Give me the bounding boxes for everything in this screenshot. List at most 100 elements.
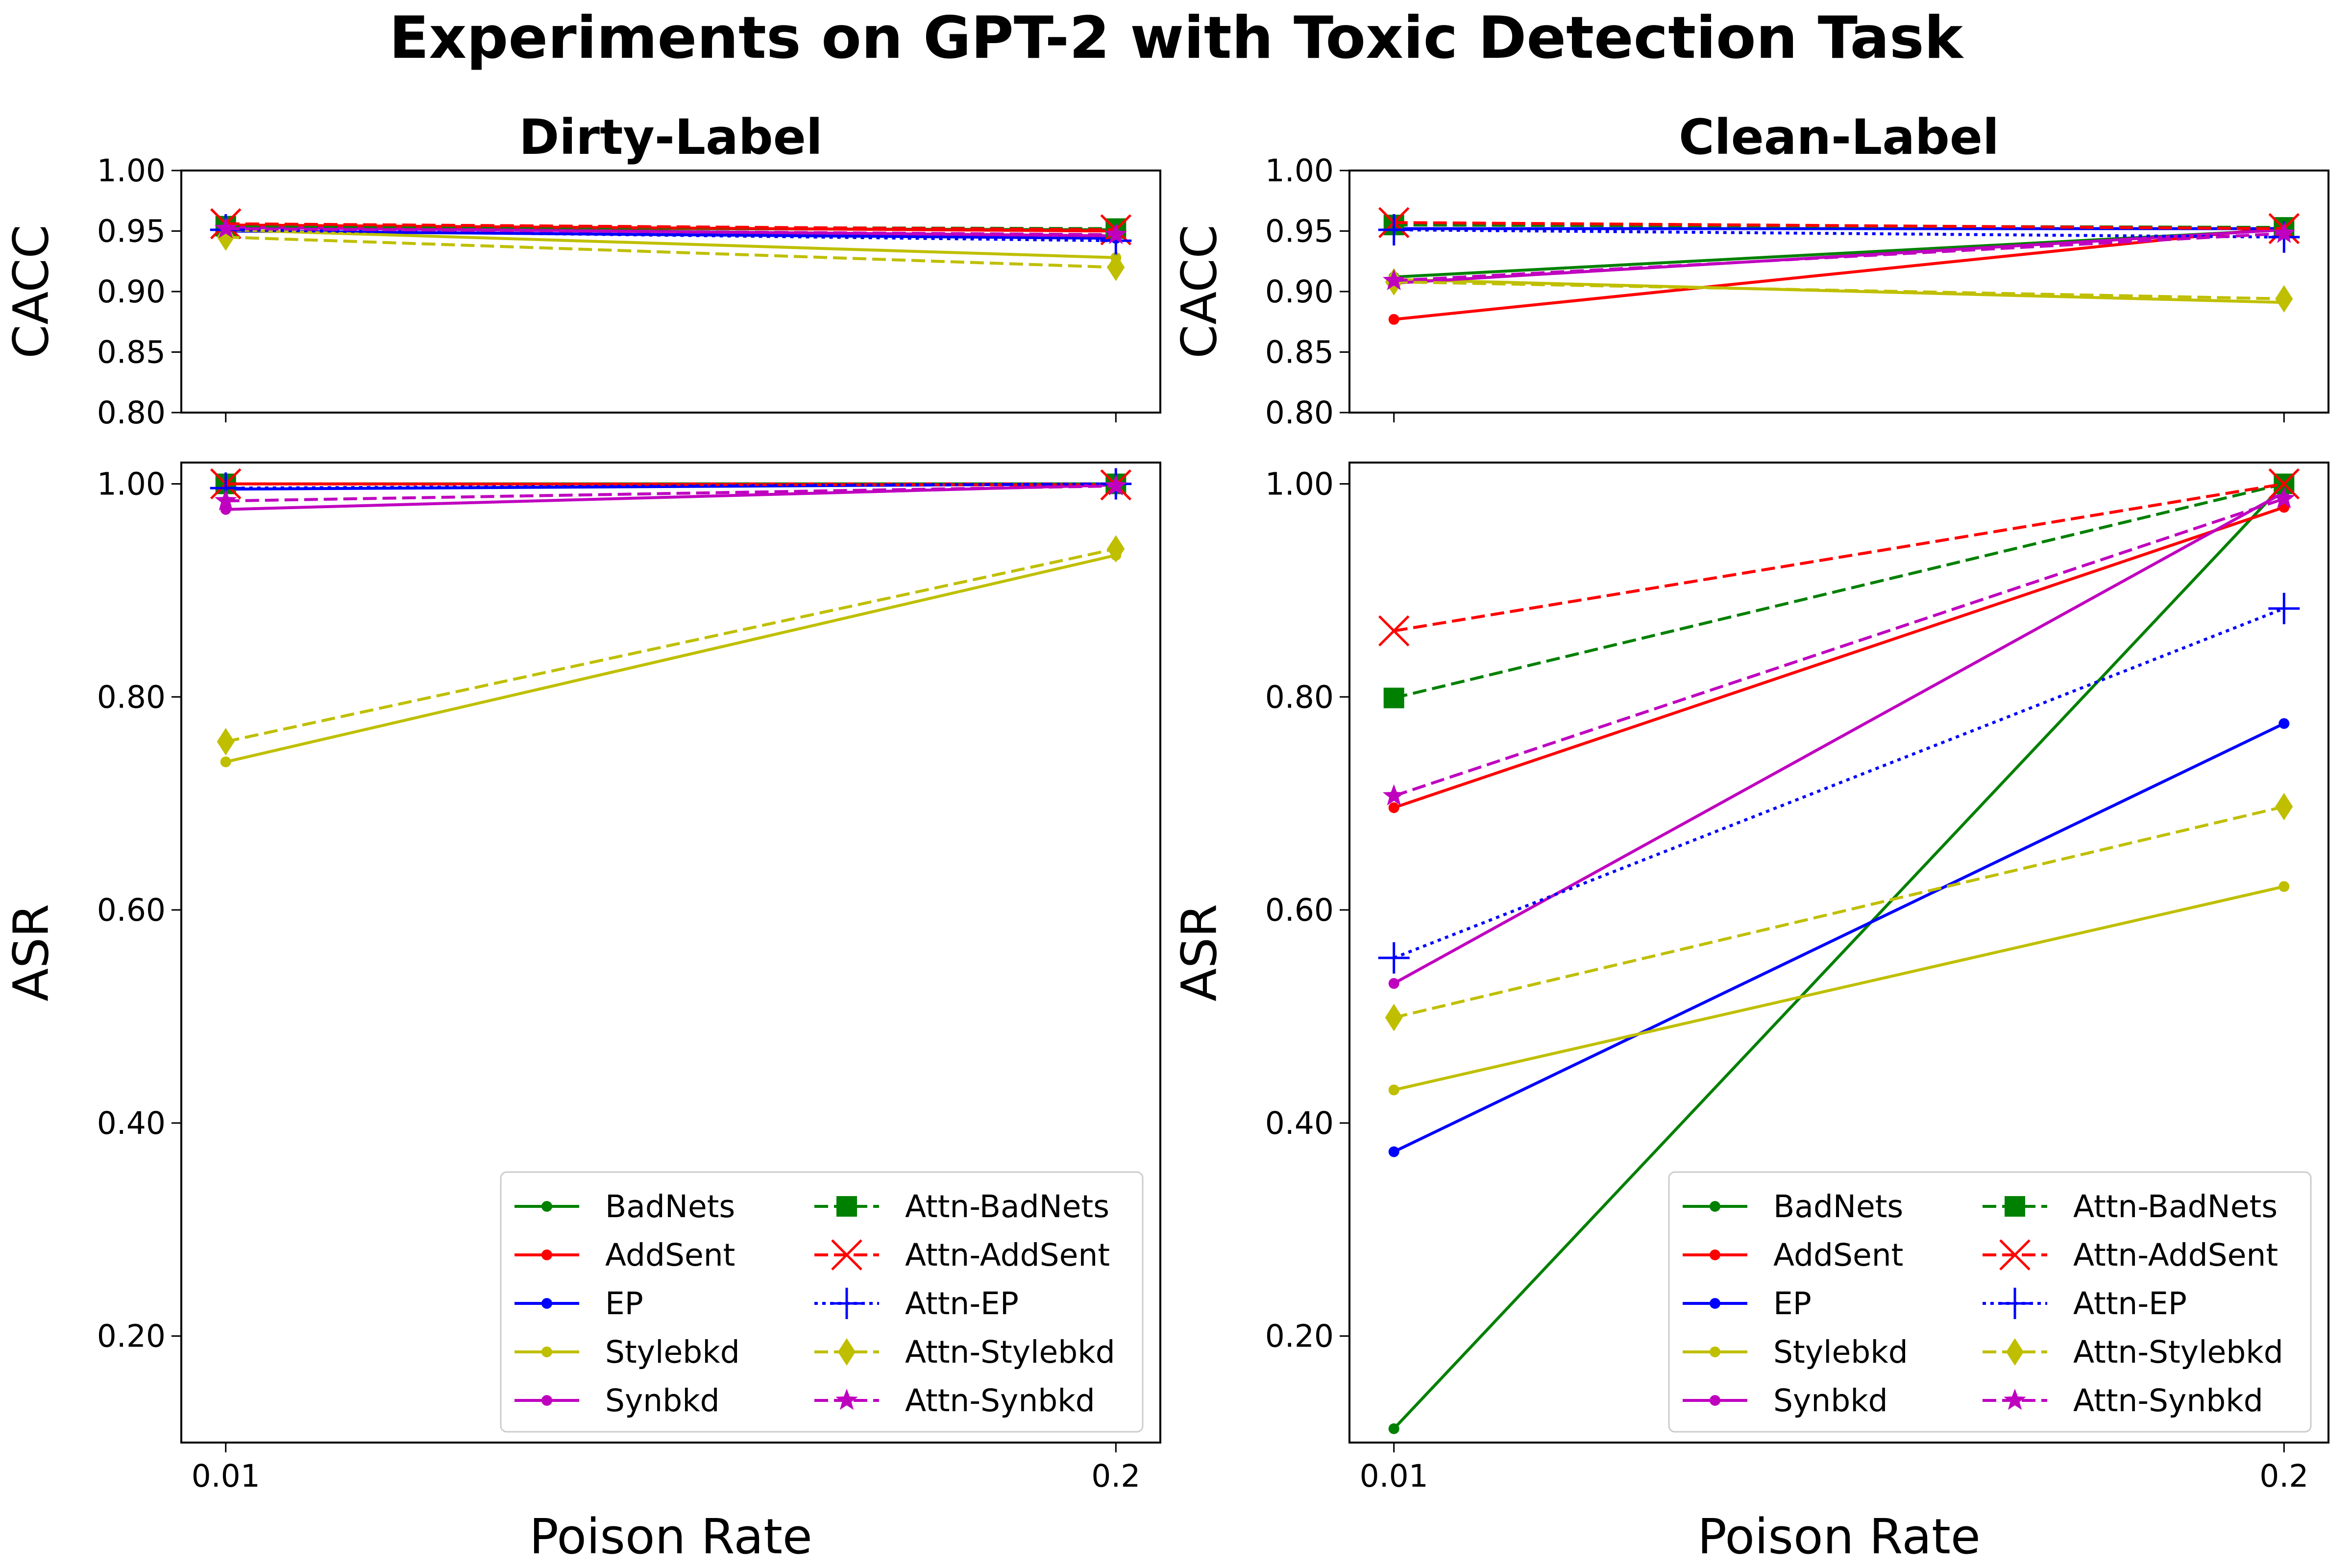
legend-item-addsent: AddSent — [1683, 1237, 1903, 1273]
data-point-synbkd — [1388, 978, 1399, 989]
legend-marker-stylebkd — [541, 1347, 552, 1357]
legend-label-attn-synbkd: Attn-Synbkd — [905, 1383, 1095, 1419]
series-line-attn-badnets — [1393, 482, 2285, 700]
chart-dirty-cacc: 0.80 0.85 0.90 0.95 1.00 Dirty-Label CACC — [3, 109, 1161, 431]
legend-item-attn-addsent: Attn-AddSent — [814, 1237, 1110, 1273]
legend-label-attn-synbkd: Attn-Synbkd — [2073, 1383, 2263, 1419]
data-point-attn-addsent — [2268, 468, 2300, 500]
legend-marker-attn-addsent — [831, 1239, 862, 1271]
legend-item-attn-stylebkd: Attn-Stylebkd — [1983, 1334, 2283, 1370]
series-line-addsent — [1394, 226, 2284, 321]
data-point-ep — [2278, 718, 2290, 729]
legend-label-stylebkd: Stylebkd — [605, 1334, 740, 1370]
y-tick-label: 0.40 — [1265, 1105, 1334, 1141]
legend-item-attn-stylebkd: Attn-Stylebkd — [814, 1334, 1115, 1370]
series-line-stylebkd — [225, 554, 1116, 763]
data-point-ep — [1388, 1146, 1399, 1157]
plot-frame — [180, 462, 1161, 1444]
series-line-addsent — [1393, 506, 2285, 809]
legend-marker-addsent — [1710, 1250, 1720, 1260]
y-tick-label: 0.60 — [1265, 892, 1334, 928]
data-point-attn-stylebkd — [2275, 285, 2293, 313]
series-line-attn-ep — [1393, 607, 2285, 959]
legend-label-ep: EP — [1773, 1286, 1812, 1322]
charts-root: 0.800.850.900.951.00Dirty-LabelCACC0.800… — [3, 109, 2329, 1565]
y-axis-label: CACC — [1171, 224, 1227, 358]
legend-marker-attn-ep — [831, 1288, 862, 1319]
legend-label-attn-badnets: Attn-BadNets — [905, 1189, 1109, 1225]
y-tick-label: 0.85 — [1265, 335, 1334, 370]
series-line-attn-synbkd — [1394, 232, 2284, 282]
plot-area — [181, 171, 1160, 413]
series-line-stylebkd — [225, 228, 1116, 259]
data-point-addsent — [1388, 314, 1399, 325]
legend-item-ep: EP — [514, 1286, 643, 1322]
legend-marker-attn-ep — [1999, 1288, 2031, 1319]
y-axis-label: ASR — [1171, 904, 1227, 1001]
series-line-attn-badnets — [225, 224, 1116, 230]
series-line-badnets — [1393, 483, 2285, 1430]
legend-marker-ep — [541, 1298, 552, 1309]
legend-item-stylebkd: Stylebkd — [1683, 1334, 1908, 1370]
legend-clean-asr: BadNets AddSent EP Stylebkd Synbkd Attn-BadNe… — [1668, 1171, 2312, 1433]
legend-marker-attn-stylebkd — [2006, 1338, 2024, 1366]
legend-marker-badnets — [1710, 1201, 1720, 1212]
series-line-ep — [225, 229, 1116, 240]
legend-box — [1668, 1171, 2312, 1433]
legend-marker-ep — [1710, 1298, 1720, 1309]
legend-label-synbkd: Synbkd — [605, 1383, 720, 1419]
legend-label-attn-ep: Attn-EP — [2073, 1286, 2187, 1322]
legend-marker-badnets — [541, 1201, 552, 1212]
data-point-attn-synbkd — [214, 217, 237, 238]
legend-item-synbkd: Synbkd — [514, 1383, 720, 1419]
series-line-attn-stylebkd — [1394, 280, 2284, 300]
legend-item-ep: EP — [1683, 1286, 1812, 1322]
legend-item-attn-synbkd: Attn-Synbkd — [814, 1383, 1095, 1419]
series-attn-addsent — [1378, 468, 2300, 647]
y-tick-label: 0.40 — [97, 1105, 166, 1141]
legend-marker-attn-stylebkd — [838, 1338, 856, 1366]
data-point-attn-stylebkd — [1385, 1004, 1403, 1031]
legend-marker-attn-badnets — [836, 1196, 857, 1217]
x-tick-label: 0.01 — [192, 1458, 260, 1494]
series-line-attn-addsent — [225, 222, 1116, 231]
y-tick-label: 0.85 — [97, 335, 166, 370]
data-point-attn-stylebkd — [2275, 793, 2293, 821]
data-point-attn-badnets — [1383, 687, 1404, 709]
series-line-attn-addsent — [225, 482, 1116, 487]
data-point-attn-synbkd — [2273, 221, 2296, 243]
plot-frame — [1348, 462, 2329, 1444]
series-line-attn-badnets — [1394, 223, 2284, 229]
data-point-attn-stylebkd — [1107, 535, 1125, 563]
chart-clean-asr: 0.20 0.40 0.60 0.80 1.00 0.01 0.2 ASR Poison Rat… — [1171, 462, 2329, 1565]
figure-title: Experiments on GPT-2 with Toxic Detectio… — [389, 4, 1964, 72]
y-tick-label: 0.95 — [1265, 214, 1334, 249]
legend-marker-attn-synbkd — [835, 1389, 858, 1410]
legend-label-attn-addsent: Attn-AddSent — [2073, 1237, 2278, 1273]
y-tick-label: 0.80 — [97, 679, 166, 715]
data-point-attn-stylebkd — [217, 728, 235, 756]
legend-label-addsent: AddSent — [1773, 1237, 1903, 1273]
y-axis-label: CACC — [3, 224, 59, 358]
legend-item-badnets: BadNets — [1683, 1189, 1903, 1225]
y-tick-label: 1.00 — [1265, 153, 1334, 189]
series-line-attn-synbkd — [225, 227, 1116, 236]
series-attn-synbkd — [1382, 487, 2296, 806]
legend-label-synbkd: Synbkd — [1773, 1383, 1888, 1419]
data-point-stylebkd — [2278, 881, 2290, 892]
plot-frame — [180, 170, 1161, 414]
legend-label-attn-addsent: Attn-AddSent — [905, 1237, 1110, 1273]
legend-marker-attn-badnets — [2005, 1196, 2025, 1217]
panel-title: Dirty-Label — [519, 109, 823, 166]
series-ep — [1388, 718, 2290, 1157]
series-attn-stylebkd — [1385, 793, 2293, 1031]
legend-label-badnets: BadNets — [605, 1189, 735, 1225]
legend-label-stylebkd: Stylebkd — [1773, 1334, 1908, 1370]
series-attn-stylebkd — [217, 535, 1125, 756]
data-point-stylebkd — [1388, 1084, 1399, 1096]
x-tick-label: 0.01 — [1360, 1458, 1428, 1494]
legend-item-attn-badnets: Attn-BadNets — [814, 1189, 1109, 1225]
series-line-synbkd — [1393, 491, 2285, 985]
legend-item-addsent: AddSent — [514, 1237, 735, 1273]
